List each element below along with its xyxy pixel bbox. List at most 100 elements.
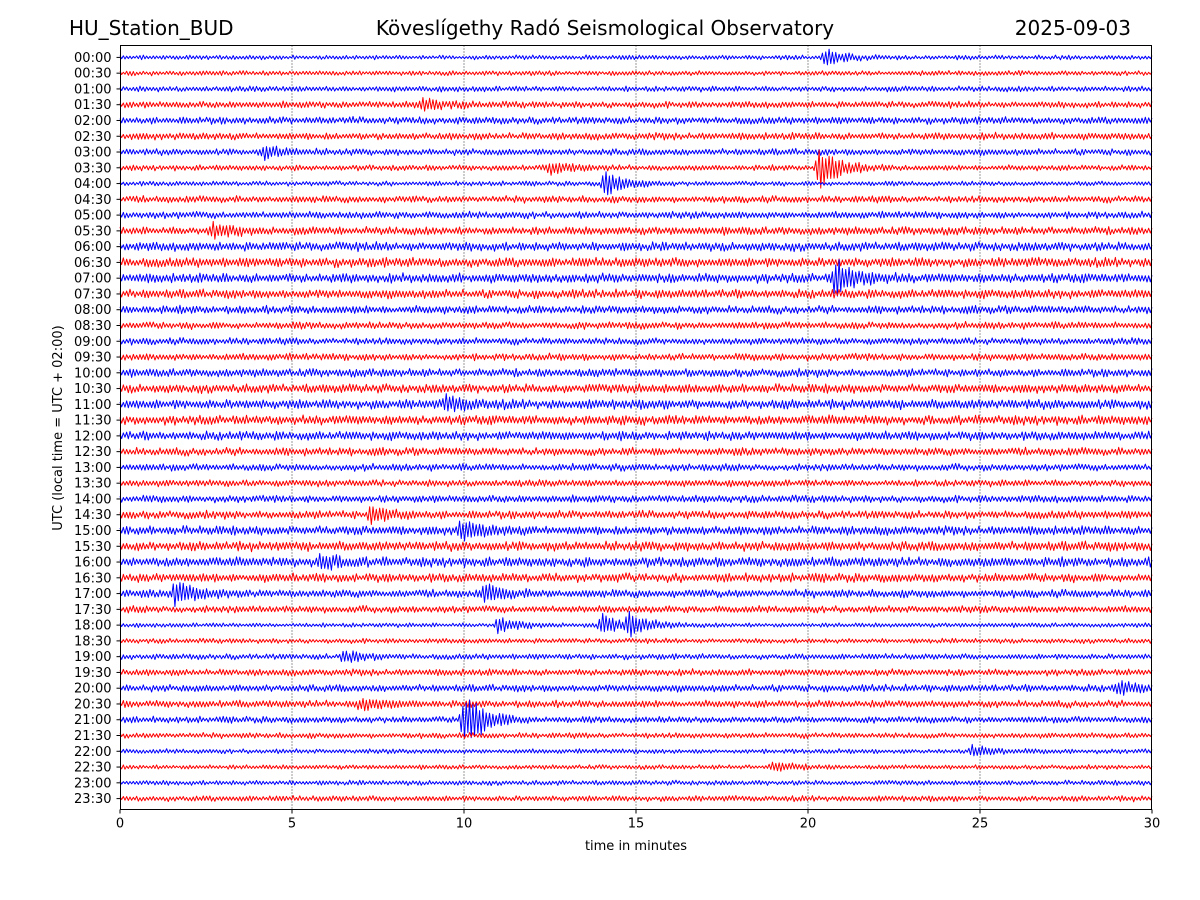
trace-0300 (119, 145, 1153, 162)
trace-0200 (119, 116, 1153, 125)
y-tick-label: 00:30 (74, 67, 111, 82)
y-tick-label: 12:30 (74, 445, 111, 460)
trace-0500 (119, 210, 1153, 220)
y-tick-label: 23:30 (74, 792, 111, 807)
y-tick-label: 22:00 (74, 745, 111, 760)
trace-1500 (119, 520, 1153, 542)
trace-layer (119, 48, 1153, 803)
trace-1530 (119, 540, 1153, 553)
trace-2230 (119, 761, 1153, 772)
trace-1130 (119, 414, 1153, 426)
trace-0330 (119, 149, 1153, 189)
y-tick-label: 06:30 (74, 256, 111, 271)
y-tick-label: 20:00 (74, 682, 111, 697)
trace-0600 (119, 241, 1153, 253)
y-tick-label: 13:00 (74, 461, 111, 476)
trace-0430 (119, 195, 1153, 204)
y-tick-label: 00:00 (74, 51, 111, 66)
trace-0630 (119, 256, 1153, 269)
y-tick-label: 13:30 (74, 477, 111, 492)
trace-1830 (119, 637, 1153, 645)
y-tick-label: 16:30 (74, 571, 111, 586)
trace-2100 (119, 699, 1153, 739)
trace-1200 (119, 430, 1153, 442)
y-tick-label: 10:00 (74, 366, 111, 381)
y-tick-label: 14:30 (74, 508, 111, 523)
trace-0800 (119, 304, 1153, 315)
trace-1000 (119, 367, 1153, 378)
grid-lines (291, 45, 981, 810)
trace-2200 (119, 743, 1153, 757)
y-tick-label: 02:00 (74, 114, 111, 129)
x-tick-label: 10 (456, 817, 473, 832)
trace-2000 (119, 680, 1153, 696)
x-tick-label: 20 (800, 817, 817, 832)
y-tick-label: 15:30 (74, 540, 111, 555)
x-tick-label: 15 (628, 817, 645, 832)
chart-title: Köveslígethy Radó Seismological Observat… (375, 16, 835, 40)
trace-1100 (119, 393, 1153, 413)
y-tick-label: 14:00 (74, 492, 111, 507)
y-tick-label: 01:00 (74, 82, 111, 97)
trace-0900 (119, 337, 1153, 346)
y-tick-label: 10:30 (74, 382, 111, 397)
trace-1630 (119, 572, 1153, 584)
trace-1400 (119, 494, 1153, 504)
y-tick-label: 21:30 (74, 729, 111, 744)
trace-0100 (119, 85, 1153, 93)
y-tick-label: 04:00 (74, 177, 111, 192)
trace-0400 (119, 171, 1153, 196)
y-tick-label: 03:00 (74, 146, 111, 161)
y-axis-ticks: 00:0000:3001:0001:3002:0002:3003:0003:30… (74, 51, 121, 807)
trace-1800 (119, 610, 1153, 638)
y-tick-label: 18:00 (74, 619, 111, 634)
x-axis-label: time in minutes (585, 839, 687, 854)
y-tick-label: 09:00 (74, 335, 111, 350)
y-tick-label: 06:00 (74, 240, 111, 255)
date-label: 2025-09-03 (1014, 16, 1131, 40)
y-tick-label: 17:00 (74, 587, 111, 602)
y-tick-label: 04:30 (74, 193, 111, 208)
y-axis-label: UTC (local time = UTC + 02:00) (51, 325, 66, 530)
y-tick-label: 22:30 (74, 761, 111, 776)
y-tick-label: 11:00 (74, 398, 111, 413)
trace-1230 (119, 446, 1153, 457)
y-tick-label: 09:30 (74, 351, 111, 366)
trace-1900 (119, 650, 1153, 663)
y-tick-label: 08:00 (74, 303, 111, 318)
y-tick-label: 18:30 (74, 634, 111, 649)
trace-1030 (119, 383, 1153, 395)
y-tick-label: 07:00 (74, 272, 111, 287)
y-tick-label: 19:00 (74, 650, 111, 665)
y-tick-label: 15:00 (74, 524, 111, 539)
y-tick-label: 11:30 (74, 414, 111, 429)
trace-1700 (119, 582, 1153, 608)
trace-0530 (119, 220, 1153, 240)
trace-0000 (119, 48, 1153, 66)
trace-1300 (119, 462, 1153, 472)
y-tick-label: 07:30 (74, 287, 111, 302)
y-tick-label: 03:30 (74, 161, 111, 176)
y-tick-label: 08:30 (74, 319, 111, 334)
y-tick-label: 17:30 (74, 603, 111, 618)
y-tick-label: 05:30 (74, 224, 111, 239)
trace-0130 (119, 97, 1153, 112)
trace-0230 (119, 131, 1153, 141)
y-tick-label: 02:30 (74, 130, 111, 145)
trace-0730 (119, 288, 1153, 300)
trace-0030 (119, 70, 1153, 77)
trace-0700 (119, 259, 1153, 297)
trace-2300 (119, 779, 1153, 786)
trace-1330 (119, 479, 1153, 488)
trace-2030 (119, 697, 1153, 712)
trace-1430 (119, 506, 1153, 526)
y-tick-label: 16:00 (74, 556, 111, 571)
x-tick-label: 25 (972, 817, 989, 832)
trace-1730 (119, 604, 1153, 614)
trace-2130 (119, 732, 1153, 740)
x-tick-label: 0 (116, 817, 124, 832)
y-tick-label: 19:30 (74, 666, 111, 681)
trace-1600 (119, 553, 1153, 571)
y-tick-label: 01:30 (74, 98, 111, 113)
